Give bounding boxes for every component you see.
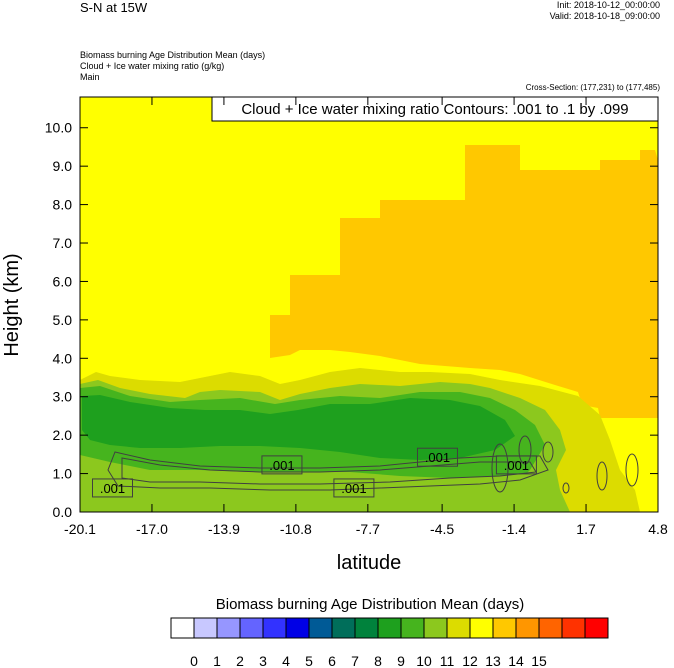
x-tick-label: -10.8 [280,521,312,537]
y-tick-label: 0.0 [53,504,73,520]
age-field [80,97,658,512]
cross-section-label: Cross-Section: (177,231) to (177,485) [525,83,660,92]
colorbar-swatch [170,617,195,639]
y-tick-label: 4.0 [53,350,73,366]
contour-label-box [495,455,537,475]
colorbar-swatch [561,617,586,639]
colorbar-label: 3 [259,653,267,668]
y-tick-label: 1.0 [53,466,73,482]
contour-legend-text: Cloud + Ice water mixing ratio Contours:… [241,101,628,118]
contour-label-box [416,447,458,467]
y-tick-label: 10.0 [45,120,72,136]
colorbar-swatch [285,617,310,639]
valid-time: Valid: 2018-10-18_09:00:00 [549,11,660,21]
y-tick-label: 6.0 [53,273,73,289]
contour-line [596,461,608,491]
init-time: Init: 2018-10-12_00:00:00 [556,0,660,10]
x-tick-label: -17.0 [136,521,168,537]
y-axis-label: Height (km) [1,253,23,356]
colorbar-swatch [423,617,448,639]
colorbar-swatch [377,617,402,639]
colorbar-label: 12 [462,653,478,668]
contour-label-box [91,478,133,498]
contour-label: .001 [269,458,294,473]
contour-legend-box [211,96,659,122]
colorbar-label: 14 [508,653,524,668]
colorbar-swatch [216,617,241,639]
contour-line [107,451,549,491]
contour-label-box [333,478,375,498]
colorbar-title: Biomass burning Age Distribution Mean (d… [215,596,525,613]
y-tick-label: 2.0 [53,427,73,443]
x-tick-label: -4.5 [430,521,454,537]
colorbar-label: 13 [485,653,501,668]
contour-label-box [261,455,303,475]
contour-label: .001 [100,481,125,496]
cloud-contours [107,435,639,494]
contour-legend: Cloud + Ice water mixing ratio Contours:… [211,96,659,122]
colorbar-swatch [538,617,563,639]
colorbar-swatch [308,617,333,639]
colorbar-label: 1 [213,653,221,668]
y-tick-label: 9.0 [53,158,73,174]
contour-label: .001 [341,481,366,496]
x-tick-label: 4.8 [648,521,668,537]
colorbar-label: 4 [282,653,290,668]
contour-line [491,443,509,493]
colorbar-swatch [584,617,609,639]
colorbar-swatch [469,617,494,639]
chart-title: S-N at 15W [80,0,148,15]
x-axis: -20.1 -17.0 -13.9 -10.8 -7.7 -4.5 -1.4 1.7 4.8 [64,97,668,537]
x-tick-label: -13.9 [208,521,240,537]
colorbar-swatch [331,617,356,639]
x-axis-label: latitude [337,552,402,574]
colorbar-label: 6 [328,653,336,668]
contour-line-labels: .001 .001 .001 .001 .001 [91,447,537,498]
colorbar: 0 1 2 3 4 5 6 7 8 9 10 11 12 13 14 15 [170,617,609,668]
y-tick-label: 5.0 [53,312,73,328]
contour-label: .001 [504,458,529,473]
colorbar-label: 8 [374,653,382,668]
colorbar-swatch [354,617,379,639]
y-tick-label: 8.0 [53,197,73,213]
subtitle-field-2: Cloud + Ice water mixing ratio (g/kg) [80,61,225,71]
age-field-plume-orange [270,145,658,418]
colorbar-swatch [492,617,517,639]
colorbar-swatch [193,617,218,639]
colorbar-swatch [446,617,471,639]
y-axis: 0.0 1.0 2.0 3.0 4.0 5.0 6.0 7.0 8.0 9.0 10.0 [45,120,658,520]
colorbar-label: 7 [351,653,359,668]
contour-line [625,453,639,487]
y-tick-label: 7.0 [53,235,73,251]
contour-line [518,435,532,465]
x-tick-label: 1.7 [576,521,596,537]
contour-line [542,441,554,463]
subtitle-field-1: Biomass burning Age Distribution Mean (d… [80,50,266,60]
colorbar-label: 2 [236,653,244,668]
contour-line [562,482,570,494]
colorbar-label: 0 [190,653,198,668]
colorbar-label: 11 [440,653,455,668]
colorbar-swatch [515,617,540,639]
age-field-core [82,395,515,460]
colorbar-label: 5 [305,653,313,668]
y-tick-label: 3.0 [53,389,73,405]
colorbar-label: 10 [416,653,432,668]
colorbar-swatch [400,617,425,639]
x-tick-label: -20.1 [64,521,96,537]
colorbar-swatch [239,617,264,639]
colorbar-swatch [262,617,287,639]
contour-label: .001 [425,450,450,465]
x-tick-label: -1.4 [502,521,526,537]
subtitle-field-3: Main [80,72,100,82]
x-tick-label: -7.7 [356,521,380,537]
colorbar-label: 9 [397,653,405,668]
colorbar-label: 15 [531,653,547,668]
